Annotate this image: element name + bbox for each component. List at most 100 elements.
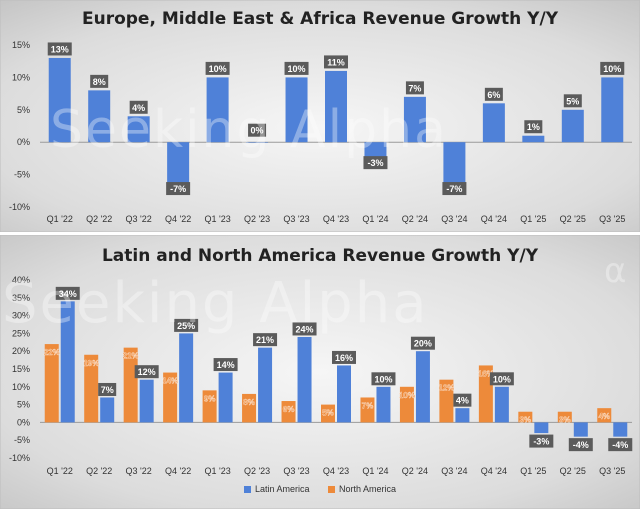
latin-america-bar xyxy=(415,351,430,423)
emea-data-label: 4% xyxy=(132,103,145,113)
emea-bar xyxy=(246,142,269,143)
americas-x-tick-label: Q2 '23 xyxy=(244,466,270,476)
latin-america-data-label-bg xyxy=(55,286,80,300)
latin-america-bar xyxy=(455,408,470,423)
americas-y-tick-label: 20% xyxy=(12,346,30,356)
latin-america-data-label: 10% xyxy=(493,374,511,384)
emea-x-tick-label: Q3 '22 xyxy=(126,214,152,224)
emea-data-label-bg xyxy=(563,94,582,108)
emea-data-label-bg xyxy=(442,182,467,196)
emea-data-label: 0% xyxy=(251,126,264,136)
americas-x-tick-label: Q2 '24 xyxy=(402,466,428,476)
latin-america-data-label-bg xyxy=(98,382,117,396)
emea-x-tick-label: Q1 '25 xyxy=(520,214,546,224)
north-america-data-label: 3% xyxy=(559,416,571,425)
emea-data-label-bg xyxy=(47,42,72,56)
north-america-bar xyxy=(399,386,414,423)
emea-bar xyxy=(482,103,505,143)
emea-data-label: -7% xyxy=(446,184,462,194)
emea-data-label: 6% xyxy=(487,90,500,100)
americas-y-tick-label: 30% xyxy=(12,311,30,321)
emea-x-tick-label: Q1 '22 xyxy=(47,214,73,224)
emea-data-label: 11% xyxy=(327,57,345,67)
latin-america-data-label: -4% xyxy=(612,440,628,450)
emea-data-label: 10% xyxy=(603,64,621,74)
north-america-bar xyxy=(321,404,335,423)
emea-x-tick-label: Q3 '24 xyxy=(441,214,467,224)
emea-bar xyxy=(167,142,190,188)
emea-x-tick-label: Q2 '25 xyxy=(560,214,586,224)
latin-america-bar xyxy=(179,333,194,423)
emea-data-label-bg xyxy=(248,123,267,137)
emea-data-label-bg xyxy=(205,61,230,75)
emea-bar xyxy=(601,77,624,143)
latin-america-data-label: -4% xyxy=(573,440,589,450)
latin-america-data-label-bg xyxy=(292,322,317,336)
americas-y-tick-label: 5% xyxy=(17,400,30,410)
emea-y-tick-label: 10% xyxy=(12,72,30,82)
north-america-data-label: 5% xyxy=(322,409,334,418)
emea-x-tick-label: Q2 '23 xyxy=(244,214,270,224)
emea-data-label-bg xyxy=(284,61,309,75)
legend-item-north-america: North America xyxy=(328,484,396,494)
emea-data-label: 5% xyxy=(566,96,579,106)
emea-data-label: 10% xyxy=(288,64,306,74)
emea-data-label-bg xyxy=(363,156,388,170)
americas-x-tick-label: Q3 '24 xyxy=(441,466,467,476)
latin-america-data-label: 21% xyxy=(256,335,274,345)
north-america-bar xyxy=(518,411,533,423)
americas-legend: Latin America North America xyxy=(0,484,640,494)
north-america-bar xyxy=(281,401,296,423)
americas-y-tick-label: 40% xyxy=(12,275,30,285)
americas-y-tick-label: -10% xyxy=(9,453,30,463)
emea-data-label-bg xyxy=(129,100,148,114)
americas-x-tick-label: Q3 '23 xyxy=(283,466,309,476)
emea-data-label-bg xyxy=(324,55,348,69)
latin-america-data-label-bg xyxy=(453,393,472,407)
north-america-bar xyxy=(557,411,572,423)
north-america-swatch xyxy=(328,486,335,494)
latin-america-data-label-bg xyxy=(568,438,593,452)
north-america-data-label: 14% xyxy=(162,377,178,386)
americas-y-tick-label: 25% xyxy=(12,328,30,338)
north-america-bar xyxy=(123,347,138,423)
north-america-bar xyxy=(439,379,454,423)
north-america-data-label: 3% xyxy=(520,416,532,425)
emea-data-label: -7% xyxy=(170,184,186,194)
americas-chart-title: Latin and North America Revenue Growth Y… xyxy=(101,246,539,266)
north-america-data-label: 7% xyxy=(362,401,374,410)
latin-america-data-label: 20% xyxy=(414,339,432,349)
emea-data-label: 13% xyxy=(51,44,69,54)
americas-x-tick-label: Q2 '22 xyxy=(86,466,112,476)
emea-y-tick-label: -10% xyxy=(9,202,30,212)
north-america-bar xyxy=(478,365,493,423)
americas-x-tick-label: Q1 '22 xyxy=(47,466,73,476)
emea-bar xyxy=(285,77,308,143)
emea-y-tick-label: -5% xyxy=(14,170,30,180)
north-america-data-label: 4% xyxy=(598,412,610,421)
latin-america-bar xyxy=(218,372,233,423)
emea-bar xyxy=(443,142,466,188)
latin-america-data-label: 34% xyxy=(59,289,77,299)
americas-y-tick-label: -5% xyxy=(14,435,30,445)
north-america-data-label: 10% xyxy=(399,391,415,400)
latin-america-data-label-bg xyxy=(332,350,356,364)
emea-x-tick-label: Q4 '23 xyxy=(323,214,349,224)
latin-america-data-label: 7% xyxy=(101,385,114,395)
north-america-data-label: 9% xyxy=(204,394,216,403)
north-america-bar xyxy=(202,390,217,423)
north-america-bar xyxy=(360,397,375,423)
emea-x-tick-label: Q1 '24 xyxy=(362,214,388,224)
emea-data-label: -3% xyxy=(367,158,383,168)
emea-bar xyxy=(127,116,150,143)
north-america-bar xyxy=(242,393,257,423)
latin-america-bar xyxy=(139,379,154,423)
latin-america-bar xyxy=(60,301,75,423)
latin-america-bar xyxy=(494,386,509,423)
emea-data-label: 10% xyxy=(209,64,227,74)
emea-bar xyxy=(522,135,545,143)
emea-data-label: 7% xyxy=(408,83,421,93)
emea-data-label: 8% xyxy=(93,77,106,87)
emea-data-label-bg xyxy=(484,87,503,101)
latin-america-bar xyxy=(258,347,273,423)
